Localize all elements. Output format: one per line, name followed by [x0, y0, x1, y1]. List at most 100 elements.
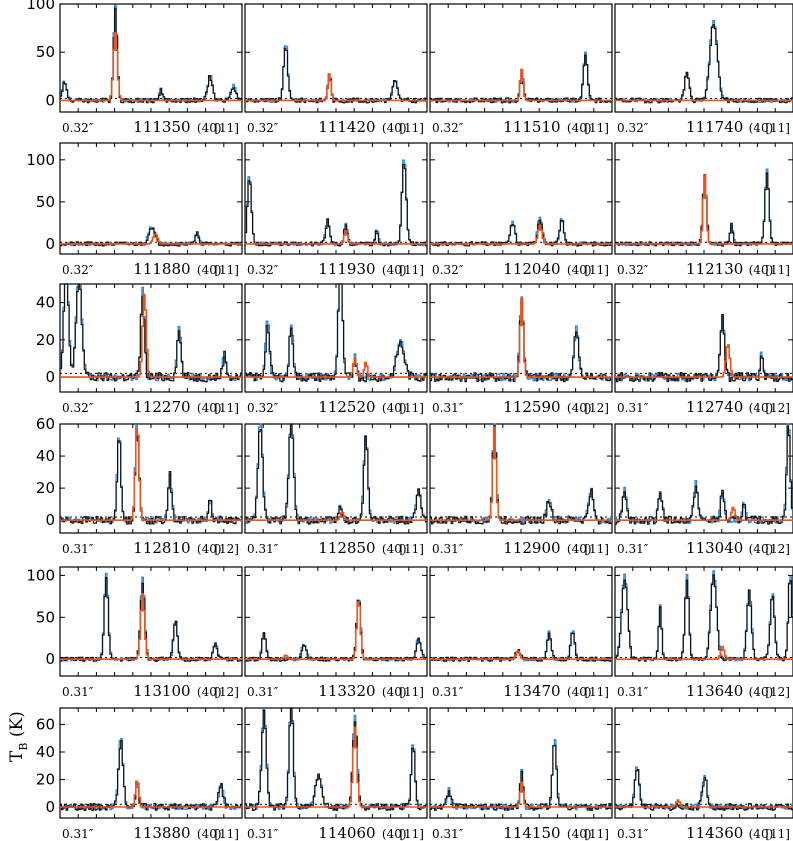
beam-size-label: 0.31″	[62, 827, 94, 841]
spectrum-panel: 0.32″ 112520 (40)[11]	[244, 283, 428, 416]
panel-frame	[244, 707, 428, 819]
channel-label: [11]	[584, 542, 609, 556]
y-tick-label: 0	[45, 650, 55, 668]
spectrum-panel: 0.32″ 111740 (40)[11]	[614, 3, 793, 136]
channel-label: [12]	[765, 685, 790, 699]
channel-label: [11]	[399, 542, 424, 556]
channel-label: [12]	[765, 401, 790, 415]
channel-label: [11]	[584, 263, 609, 277]
spectrum-panel: 0.32″ 111420 (40)[11]	[244, 3, 428, 136]
resolution-label: (40)	[382, 121, 407, 135]
model-b-spectrum	[60, 428, 242, 521]
resolution-label: (40)	[749, 685, 774, 699]
spectrum-panel: 0.31″ 112590 (40)[12]	[429, 283, 613, 416]
resolution-label: (40)	[749, 121, 774, 135]
frequency-label: 111740	[686, 118, 743, 136]
resolution-label: (40)	[749, 542, 774, 556]
resolution-label: (40)	[749, 263, 774, 277]
resolution-label: (40)	[197, 542, 222, 556]
model-b-spectrum	[60, 593, 242, 660]
resolution-label: (40)	[197, 401, 222, 415]
resolution-label: (40)	[567, 401, 592, 415]
beam-size-label: 0.31″	[62, 542, 94, 556]
beam-size-label: 0.31″	[247, 542, 279, 556]
observed-spectrum	[615, 24, 793, 104]
model-b-spectrum	[615, 799, 793, 808]
observed-spectrum	[60, 577, 242, 662]
spectrum-panel: 0.32″ 111930 (40)[11]	[244, 142, 428, 278]
observed-spectrum	[615, 574, 793, 662]
model-a-spectrum	[60, 4, 242, 103]
resolution-label: (40)	[197, 263, 222, 277]
observed-spectrum	[245, 164, 427, 247]
observed-spectrum	[245, 47, 427, 104]
resolution-label: (40)	[197, 827, 222, 841]
y-tick-label: 0	[45, 235, 55, 253]
model-b-spectrum	[430, 68, 612, 102]
model-b-spectrum	[245, 230, 427, 245]
y-tick-label: 50	[36, 43, 55, 61]
beam-size-label: 0.32″	[247, 121, 279, 135]
resolution-label: (40)	[197, 121, 222, 135]
beam-size-label: 0.32″	[617, 263, 649, 277]
frequency-label: 113040	[686, 539, 743, 557]
frequency-label: 112270	[133, 398, 190, 416]
model-b-spectrum	[245, 511, 427, 521]
y-tick-label: 40	[36, 294, 55, 312]
spectrum-panel: 0.31″ 114060 (40)[11]	[244, 707, 428, 841]
observed-spectrum	[430, 425, 612, 525]
beam-size-label: 0.32″	[247, 401, 279, 415]
beam-size-label: 0.32″	[62, 401, 94, 415]
resolution-label: (40)	[382, 685, 407, 699]
beam-size-label: 0.31″	[62, 685, 94, 699]
model-a-spectrum	[60, 425, 242, 524]
beam-size-label: 0.32″	[432, 263, 464, 277]
observed-spectrum	[245, 283, 427, 383]
model-b-spectrum	[60, 780, 242, 808]
frequency-label: 112740	[686, 398, 743, 416]
y-tick-label: 60	[36, 716, 55, 734]
channel-label: [11]	[399, 401, 424, 415]
resolution-label: (40)	[382, 263, 407, 277]
channel-label: [12]	[214, 685, 239, 699]
beam-size-label: 0.31″	[432, 542, 464, 556]
channel-label: [12]	[584, 401, 609, 415]
spectrum-panel: 0 50 100 0.32″ 111880 (40)[11]	[26, 142, 243, 278]
channel-label: [11]	[214, 263, 239, 277]
y-tick-label: 50	[36, 608, 55, 626]
model-b-spectrum	[430, 298, 612, 378]
frequency-label: 113880	[133, 824, 190, 841]
y-tick-label: 20	[36, 771, 55, 789]
y-tick-label: 20	[36, 479, 55, 497]
y-axis-label: TB (K)	[7, 711, 30, 762]
panel-frame	[429, 707, 613, 819]
spectrum-panel: 0.31″ 113640 (40)[12]	[614, 566, 793, 700]
panel-frame	[614, 3, 793, 113]
observed-spectrum	[430, 744, 612, 811]
y-tick-label: 50	[36, 193, 55, 211]
beam-size-label: 0.32″	[62, 263, 94, 277]
model-b-spectrum	[60, 233, 242, 245]
model-a-spectrum	[245, 707, 427, 811]
spectrum-panel: 0.31″ 112740 (40)[12]	[614, 283, 793, 416]
y-tick-label: 0	[45, 91, 55, 109]
beam-size-label: 0.31″	[432, 685, 464, 699]
spectrum-panel: 0.32″ 111510 (40)[11]	[429, 3, 613, 136]
y-tick-label: 40	[36, 447, 55, 465]
model-b-spectrum	[430, 224, 612, 245]
frequency-label: 112590	[503, 398, 560, 416]
frequency-label: 112520	[318, 398, 375, 416]
frequency-label: 114360	[686, 824, 743, 841]
model-b-spectrum	[615, 174, 793, 245]
spectrum-panel: 0.32″ 112040 (40)[11]	[429, 142, 613, 278]
panel-frame	[59, 707, 243, 819]
spectrum-panel: 0 20 40 0.32″ 112270 (40)[11]	[36, 283, 243, 416]
y-tick-label: 100	[26, 0, 55, 13]
spectrum-panel: 0.31″ 113320 (40)[11]	[244, 566, 428, 700]
model-b-spectrum	[245, 357, 427, 378]
y-tick-label: 0	[45, 368, 55, 386]
frequency-label: 112040	[503, 260, 560, 278]
channel-label: [11]	[765, 827, 790, 841]
model-b-spectrum	[615, 506, 793, 521]
observed-spectrum	[60, 7, 242, 104]
